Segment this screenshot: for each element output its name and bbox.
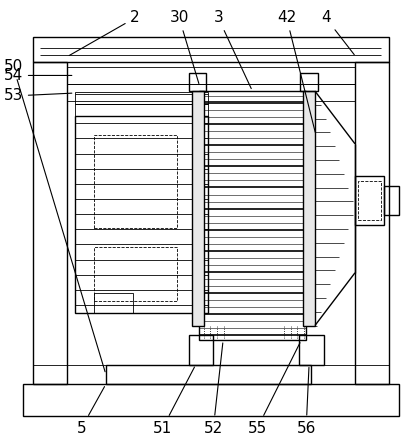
- Bar: [75, 92, 208, 104]
- Text: 4: 4: [321, 10, 354, 54]
- Bar: [384, 186, 399, 215]
- Text: 56: 56: [296, 367, 316, 435]
- Text: 5: 5: [77, 387, 105, 435]
- Bar: [23, 384, 399, 416]
- Bar: [75, 104, 208, 116]
- Bar: [189, 335, 213, 365]
- Bar: [94, 293, 133, 313]
- Bar: [303, 91, 315, 326]
- Bar: [94, 247, 177, 301]
- Bar: [192, 91, 204, 326]
- Bar: [300, 74, 318, 91]
- Bar: [67, 66, 355, 84]
- Bar: [189, 74, 207, 91]
- Bar: [33, 37, 389, 62]
- Text: 51: 51: [153, 367, 195, 435]
- Text: 55: 55: [248, 343, 300, 435]
- Bar: [355, 62, 389, 384]
- Text: 42: 42: [277, 10, 315, 132]
- Bar: [67, 84, 355, 101]
- Text: 52: 52: [204, 343, 223, 435]
- Bar: [94, 135, 177, 228]
- Text: 2: 2: [69, 10, 140, 55]
- Text: 3: 3: [213, 10, 251, 89]
- Text: 53: 53: [3, 89, 72, 104]
- Bar: [106, 365, 311, 384]
- Bar: [75, 116, 208, 313]
- Text: 50: 50: [4, 59, 105, 372]
- Bar: [33, 62, 67, 384]
- Text: 54: 54: [4, 68, 72, 83]
- Bar: [33, 365, 389, 384]
- Bar: [299, 335, 324, 365]
- Bar: [355, 176, 384, 225]
- Bar: [358, 181, 381, 220]
- Bar: [199, 91, 306, 340]
- Text: 30: 30: [169, 10, 199, 84]
